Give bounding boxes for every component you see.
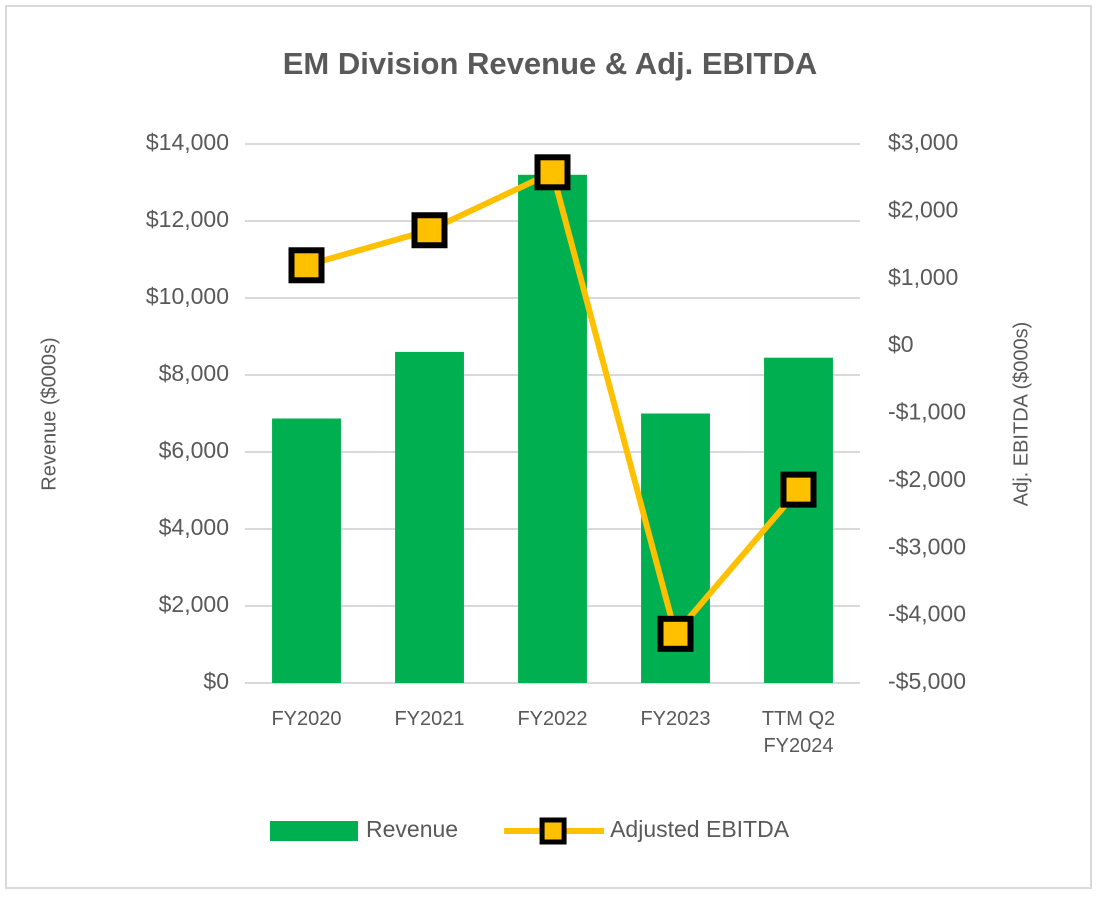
y-tick-label: $6,000 [159, 437, 229, 463]
y2-tick-label: $1,000 [888, 264, 958, 290]
x-tick-label: FY2023 [640, 708, 711, 730]
legend-marker [539, 817, 567, 845]
y2-tick-label: -$5,000 [888, 668, 966, 694]
legend-label: Revenue [366, 816, 458, 842]
y-tick-label: $14,000 [146, 129, 229, 155]
y2-tick-label: -$1,000 [888, 399, 966, 425]
legend-label: Adjusted EBITDA [610, 816, 790, 842]
bar [518, 174, 587, 684]
y-tick-label: $2,000 [159, 591, 229, 617]
marker [780, 471, 817, 508]
y-tick-label: $12,000 [146, 206, 229, 232]
y2-tick-label: -$4,000 [888, 601, 966, 627]
y-tick-label: $8,000 [159, 360, 229, 386]
y-tick-label: $0 [203, 668, 229, 694]
chart-title: EM Division Revenue & Adj. EBITDA [283, 46, 818, 81]
bar [395, 351, 464, 683]
marker [657, 615, 694, 652]
y2-tick-label: $2,000 [888, 196, 958, 222]
y2-tick-label: $0 [888, 331, 914, 357]
x-tick-label: FY2020 [271, 708, 342, 730]
x-tick-label: FY2021 [394, 708, 465, 730]
marker [411, 212, 448, 249]
y-tick-label: $10,000 [146, 283, 229, 309]
bar [272, 418, 341, 683]
legend-swatch [270, 821, 358, 841]
marker [534, 154, 571, 191]
x-tick-label: FY2022 [517, 708, 588, 730]
y-tick-label: $4,000 [159, 514, 229, 540]
marker [288, 247, 325, 284]
y2-tick-label: -$3,000 [888, 533, 966, 559]
y2-tick-label: $3,000 [888, 129, 958, 155]
y-axis-title: Revenue ($000s) [38, 337, 60, 490]
y2-axis-title: Adj. EBITDA ($000s) [1010, 322, 1032, 507]
x-tick-label: TTM Q2 FY2024 [761, 708, 836, 757]
y2-tick-label: -$2,000 [888, 466, 966, 492]
